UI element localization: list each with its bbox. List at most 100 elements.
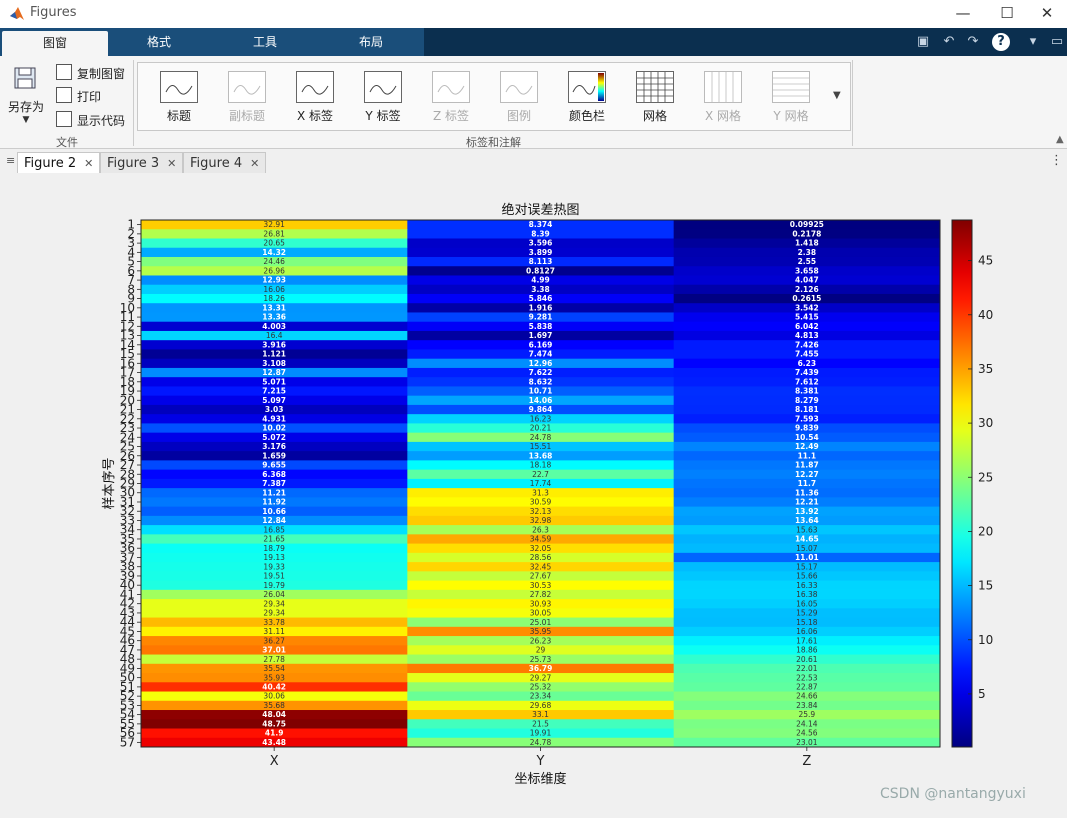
cell-value-label: 5.415 (795, 313, 819, 322)
y-tick-label: 45 (120, 624, 135, 638)
dock-icon[interactable]: ▭ (1050, 34, 1064, 49)
cell-value-label: 0.8127 (526, 266, 555, 275)
tab-figure[interactable]: 图窗 (2, 31, 108, 56)
heatmap-cell (673, 534, 941, 545)
cell-value-label: 11.1 (798, 451, 817, 460)
xlabel-button[interactable]: X 标签 (282, 71, 348, 124)
grid-button[interactable]: 网格 (622, 71, 688, 124)
heatmap-cell (407, 432, 675, 443)
ylabel-button[interactable]: Y 标签 (350, 71, 416, 124)
close-icon[interactable]: ✕ (84, 157, 94, 170)
legend-button[interactable]: 图例 (486, 71, 552, 124)
cell-value-label: 12.93 (262, 276, 286, 285)
y-tick-label: 9 (127, 292, 135, 306)
cell-value-label: 11.01 (795, 553, 819, 562)
copy-figure-label: 复制图窗 (77, 67, 126, 81)
heatmap-cell (141, 330, 408, 341)
heatmap-cell (141, 626, 408, 637)
tab-tools[interactable]: 工具 (252, 35, 277, 49)
colorbar-button[interactable]: 颜色栏 (554, 71, 620, 124)
xgrid-button[interactable]: X 网格 (690, 71, 756, 124)
close-button[interactable]: ✕ (1040, 4, 1054, 22)
cell-value-label: 10.66 (262, 507, 286, 516)
heatmap-cell (407, 395, 675, 406)
cell-value-label: 19.13 (263, 553, 285, 562)
cell-value-label: 48.04 (262, 710, 286, 719)
heatmap-cell (673, 284, 941, 295)
cell-value-label: 11.7 (798, 479, 817, 488)
cell-value-label: 20.65 (263, 239, 285, 248)
cell-value-label: 10.02 (262, 424, 286, 433)
maximize-button[interactable]: ☐ (1000, 4, 1014, 22)
tab-figure-2[interactable]: Figure 2 ✕ (17, 152, 101, 174)
tab-layout[interactable]: 布局 (358, 35, 383, 49)
cell-value-label: 35.95 (530, 627, 552, 636)
cell-value-label: 16.33 (796, 581, 818, 590)
heatmap-cell (673, 497, 941, 508)
heatmap-cell (141, 238, 408, 249)
copy-figure-button[interactable]: 复制图窗 (56, 64, 125, 82)
heatmap-cell (673, 275, 941, 286)
heatmap-cell (141, 617, 408, 628)
heatmap-cell (407, 321, 675, 332)
heatmap-cell (673, 737, 941, 748)
heatmap-cell (141, 673, 408, 683)
help-icon[interactable]: ? (992, 33, 1010, 51)
heatmap-cell (141, 358, 408, 369)
cell-value-label: 31.3 (532, 488, 549, 497)
undo-icon[interactable]: ↶ (943, 34, 955, 49)
heatmap-cell (407, 330, 675, 341)
gallery-expand-icon[interactable]: ▼ (833, 90, 841, 101)
cell-value-label: 32.05 (530, 544, 552, 553)
heatmap-cell (673, 700, 941, 711)
save-as-button[interactable]: 另存为 ▼ (8, 66, 44, 125)
heatmap-cell (673, 543, 941, 554)
close-icon[interactable]: ✕ (250, 157, 260, 170)
cell-value-label: 17.74 (530, 479, 552, 488)
figure-canvas: 32.91 8.374 0.09925 26.81 8.39 0.2178 20.65 3.5… (0, 173, 1067, 814)
heatmap-cell (407, 460, 675, 471)
cell-value-label: 3.899 (529, 248, 553, 257)
cell-value-label: 32.98 (530, 516, 552, 525)
heatmap-cell (407, 552, 675, 563)
save-icon[interactable]: ▣ (916, 34, 930, 49)
heatmap-cell (673, 580, 941, 591)
ygrid-button[interactable]: Y 网格 (758, 71, 824, 124)
tab-figure-4[interactable]: Figure 4 ✕ (183, 152, 267, 174)
zlabel-button[interactable]: Z 标签 (418, 71, 484, 124)
annotation-group-label: 标签和注解 (466, 136, 521, 149)
cell-value-label: 24.56 (796, 729, 818, 738)
title-button[interactable]: 标题 (146, 71, 212, 124)
y-tick-label: 52 (120, 689, 135, 703)
collapse-ribbon-icon[interactable]: ▲ (1056, 134, 1064, 145)
cell-value-label: 40.42 (262, 683, 286, 692)
tab-menu-icon[interactable]: ≡ (6, 154, 16, 167)
title-icon (160, 71, 198, 103)
heatmap-cell (673, 478, 941, 489)
show-code-checkbox[interactable]: 显示代码 (56, 111, 125, 129)
heatmap-cell (141, 682, 408, 693)
cell-value-label: 8.113 (529, 257, 553, 266)
heatmap-cell (407, 238, 675, 249)
cell-value-label: 20.61 (796, 655, 818, 664)
cell-value-label: 9.839 (795, 424, 819, 433)
cell-value-label: 30.93 (530, 599, 552, 608)
minimize-button[interactable]: — (955, 4, 971, 22)
tab-format[interactable]: 格式 (146, 35, 171, 49)
zlabel-label: Z 标签 (432, 109, 470, 123)
chevron-down-icon[interactable]: ▾ (1029, 34, 1037, 49)
print-button[interactable]: 打印 (56, 87, 101, 105)
cell-value-label: 48.75 (262, 719, 286, 728)
heatmap-cell (673, 710, 941, 720)
redo-icon[interactable]: ↷ (967, 34, 979, 49)
heatmap-cell (407, 441, 675, 452)
x-axis-label: 坐标维度 (514, 771, 566, 787)
cell-value-label: 1.697 (529, 331, 553, 340)
heatmap-cell (141, 719, 408, 730)
subtitle-button[interactable]: 副标题 (214, 71, 280, 124)
close-icon[interactable]: ✕ (167, 157, 177, 170)
colorbar-tick-label: 5 (978, 687, 986, 701)
tab-figure-3[interactable]: Figure 3 ✕ (100, 152, 184, 174)
y-tick-label: 6 (127, 264, 135, 278)
more-options-icon[interactable]: ⋮ (1050, 153, 1063, 168)
